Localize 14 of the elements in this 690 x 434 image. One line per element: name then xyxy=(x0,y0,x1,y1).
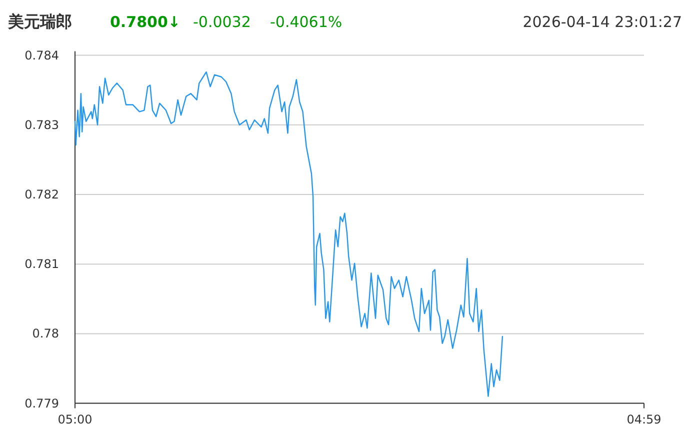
y-tick-label: 0.779 xyxy=(24,396,59,410)
y-tick-label: 0.784 xyxy=(24,48,59,62)
x-tick-label: 04:59 xyxy=(626,412,662,426)
text: -0.4061% xyxy=(270,13,342,31)
chart-title: 美元瑞郎 xyxy=(7,12,72,31)
y-tick-label: 0.781 xyxy=(24,257,59,272)
y-tick-label: 0.78 xyxy=(32,326,59,341)
text: 2026-04-14 23:01:27 xyxy=(522,13,682,31)
x-tick-label: 05:00 xyxy=(58,412,92,426)
text: -0.0032 xyxy=(193,13,251,31)
chart-subtitle: 0.7800↓ xyxy=(110,13,180,31)
y-tick-label: 0.782 xyxy=(24,188,59,202)
y-tick-label: 0.783 xyxy=(24,118,59,132)
line-series xyxy=(74,71,504,397)
